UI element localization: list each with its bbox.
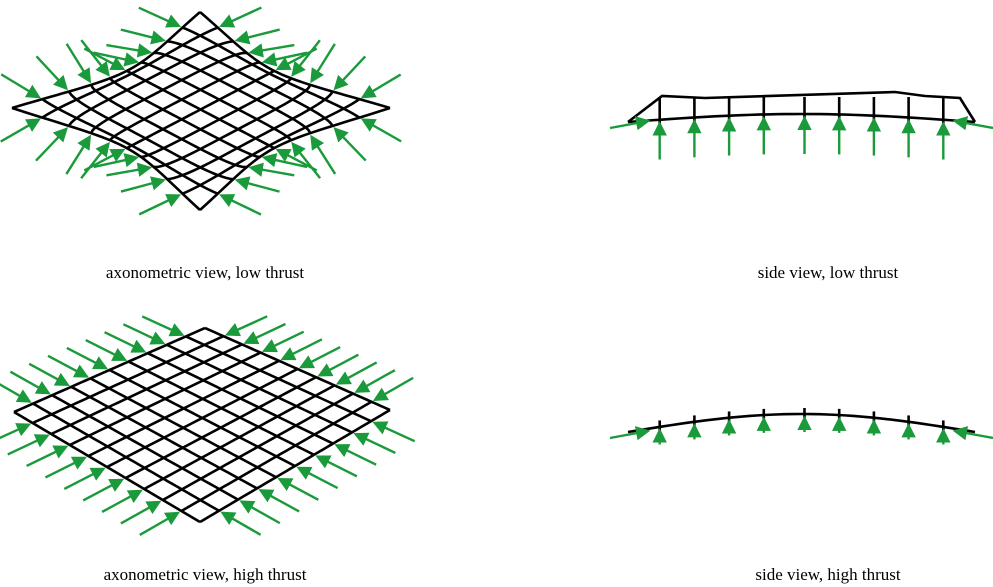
thrust-arrow: [36, 56, 66, 88]
caption: axonometric view, low thrust: [106, 263, 304, 282]
thrust-arrow: [251, 45, 294, 52]
thrust-arrow: [301, 347, 340, 367]
thrust-arrow: [335, 56, 365, 88]
thrust-arrow: [142, 316, 182, 334]
thrust-arrow: [45, 458, 84, 478]
thrust-arrow: [27, 447, 67, 466]
thrust-arrow: [264, 332, 304, 351]
thrust-arrow: [318, 457, 357, 477]
caption: side view, low thrust: [758, 263, 899, 282]
grid-member: [167, 345, 352, 433]
thrust-arrow: [363, 75, 401, 98]
page: axonometric view, low thrust side view, …: [0, 0, 993, 587]
thrust-arrow: [337, 445, 377, 464]
thrust-arrow: [121, 180, 164, 191]
grid-member: [144, 385, 334, 489]
thrust-arrow: [363, 120, 401, 142]
thrust-arrow: [8, 436, 48, 455]
thrust-arrow: [10, 372, 48, 394]
caption: axonometric view, high thrust: [104, 565, 307, 584]
thrust-arrow: [140, 513, 178, 535]
thrust-arrow: [221, 8, 261, 26]
thrust-arrow: [106, 168, 149, 176]
thrust-arrow: [261, 490, 300, 511]
thrust-arrow: [102, 491, 141, 512]
thrust-arrow: [356, 370, 394, 391]
side-profile: [628, 114, 975, 122]
thrust-arrow: [299, 468, 338, 488]
thrust-arrow: [123, 324, 163, 343]
thrust-arrow: [0, 425, 29, 443]
thrust-arrow: [1, 120, 39, 142]
thrust-arrow: [105, 332, 145, 351]
thrust-arrow: [375, 378, 413, 400]
grid-member: [163, 394, 353, 500]
grid-member: [186, 336, 371, 421]
thrust-arrow: [86, 340, 125, 360]
figure: axonometric view, low thrust side view, …: [0, 0, 993, 587]
side-profile: [628, 414, 975, 432]
thrust-arrow: [320, 355, 359, 376]
thrust-arrow: [1, 74, 39, 97]
thrust-arrow: [293, 40, 320, 75]
thrust-arrow: [338, 362, 377, 383]
thrust-arrow: [375, 423, 415, 441]
thrust-arrow: [280, 479, 319, 500]
grid-member: [148, 353, 333, 443]
caption: side view, high thrust: [755, 565, 901, 584]
thrust-arrow: [335, 129, 366, 161]
thrust-arrow: [222, 513, 260, 535]
thrust-arrow: [283, 339, 322, 359]
thrust-arrow: [139, 8, 179, 26]
thrust-arrow: [84, 150, 123, 170]
thrust-arrow: [139, 195, 179, 214]
thrust-arrow: [241, 502, 279, 524]
thrust-arrow: [237, 30, 280, 41]
thrust-arrow: [246, 324, 286, 343]
thrust-arrow: [83, 480, 122, 501]
thrust-arrow: [106, 45, 149, 52]
thrust-arrow: [121, 502, 159, 523]
thrust-arrow: [251, 168, 294, 176]
thrust-arrow: [227, 316, 267, 334]
thrust-arrow: [36, 129, 66, 161]
thrust-arrow: [81, 40, 108, 75]
thrust-arrow: [0, 380, 30, 402]
thrust-arrow: [67, 348, 106, 368]
thrust-arrow: [221, 195, 261, 214]
thrust-arrow: [237, 180, 280, 191]
thrust-arrow: [356, 434, 396, 453]
thrust-arrow: [121, 30, 164, 41]
thrust-arrow: [48, 356, 87, 377]
thrust-arrow: [64, 469, 103, 489]
thrust-arrow: [29, 364, 68, 385]
